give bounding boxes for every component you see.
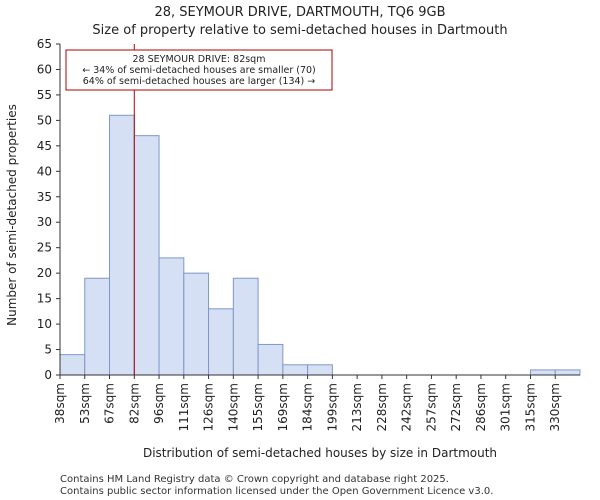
x-tick-label-315sqm: 315sqm [523,383,537,431]
footer-line-2: Contains public sector information licen… [60,486,494,497]
bar-53sqm [84,277,111,376]
x-tick-label-38sqm: 38sqm [53,383,67,424]
chart-title-block: 28, SEYMOUR DRIVE, DARTMOUTH, TQ6 9GB Si… [0,4,600,40]
x-tick-label-53sqm: 53sqm [78,383,92,424]
x-tick-label-184sqm: 184sqm [301,383,315,431]
bar-38sqm [59,354,86,376]
x-axis-label: Distribution of semi-detached houses by … [142,446,498,460]
y-tick-label-50: 50 [37,113,52,127]
bar-140sqm [232,277,259,376]
x-tick-label-301sqm: 301sqm [499,383,513,431]
x-tick-label-111sqm: 111sqm [177,383,191,431]
y-tick-label-10: 10 [37,317,52,331]
annotation-smaller: ← 34% of semi-detached houses are smalle… [82,65,316,76]
chart-subtitle: Size of property relative to semi-detach… [92,23,508,38]
x-tick-label-96sqm: 96sqm [152,383,166,424]
bar-82sqm [133,135,160,376]
y-tick-label-20: 20 [37,266,52,280]
bar-155sqm [257,343,284,376]
y-tick-label-0: 0 [44,368,52,382]
x-tick-label-67sqm: 67sqm [103,383,117,424]
chart-title: 28, SEYMOUR DRIVE, DARTMOUTH, TQ6 9GB [154,5,446,20]
x-tick-label-213sqm: 213sqm [350,383,364,431]
y-tick-label-45: 45 [37,139,52,153]
x-tick-label-82sqm: 82sqm [127,383,141,424]
x-tick-label-155sqm: 155sqm [251,383,265,431]
y-tick-label-25: 25 [37,241,52,255]
y-tick-label-40: 40 [37,164,52,178]
bar-330sqm [554,369,581,376]
y-tick-label-60: 60 [37,62,52,76]
annotation-title: 28 SEYMOUR DRIVE: 82sqm [133,54,266,65]
footer-line-1: Contains HM Land Registry data © Crown c… [60,474,449,485]
x-tick-label-169sqm: 169sqm [276,383,290,431]
x-tick-label-228sqm: 228sqm [375,383,389,431]
y-tick-label-15: 15 [37,292,52,306]
y-tick-label-5: 5 [44,343,52,357]
x-tick-label-257sqm: 257sqm [424,383,438,431]
x-tick-label-330sqm: 330sqm [548,383,562,431]
annotation-box [65,49,333,91]
x-tick-label-140sqm: 140sqm [226,383,240,431]
bar-96sqm [158,257,185,376]
bar-169sqm [282,364,309,376]
y-tick-label-35: 35 [37,190,52,204]
y-tick-label-30: 30 [37,215,52,229]
bar-111sqm [183,272,210,376]
x-tick-label-242sqm: 242sqm [400,383,414,431]
copyright-footer: Contains HM Land Registry data © Crown c… [60,474,493,498]
y-tick-label-55: 55 [37,88,52,102]
annotation-larger: 64% of semi-detached houses are larger (… [83,76,316,87]
x-tick-label-126sqm: 126sqm [202,383,216,431]
y-tick-label-65: 65 [37,37,52,51]
x-tick-label-286sqm: 286sqm [474,383,488,431]
x-tick-label-272sqm: 272sqm [449,383,463,431]
x-tick-label-199sqm: 199sqm [325,383,339,431]
bar-67sqm [109,114,135,376]
bar-126sqm [208,308,234,376]
bar-184sqm [307,364,333,376]
bar-315sqm [529,369,556,376]
